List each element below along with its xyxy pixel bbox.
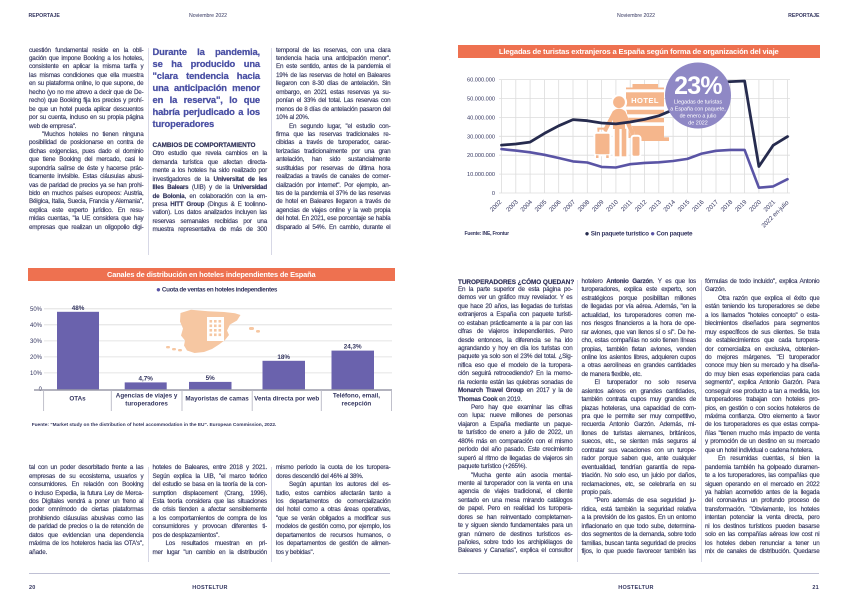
svg-text:Teléfono, email,: Teléfono, email, xyxy=(333,393,380,400)
svg-text:recepción: recepción xyxy=(342,401,372,408)
svg-text:turoperadores: turoperadores xyxy=(125,401,168,408)
svg-text:40.000.000: 40.000.000 xyxy=(467,115,495,121)
svg-text:10%: 10% xyxy=(30,371,43,377)
svg-text:a España con paquete,: a España con paquete, xyxy=(670,107,726,113)
svg-text:de enero a julio: de enero a julio xyxy=(680,113,717,119)
svg-text:OTAs: OTAs xyxy=(69,396,86,403)
svg-text:23%: 23% xyxy=(674,72,722,100)
svg-text:2016: 2016 xyxy=(691,198,706,213)
svg-text:2009: 2009 xyxy=(591,198,606,213)
svg-text:50.000.000: 50.000.000 xyxy=(467,97,495,103)
svg-text:2006: 2006 xyxy=(548,198,563,213)
svg-text:HOTEL: HOTEL xyxy=(631,96,659,105)
svg-text:2005: 2005 xyxy=(534,198,549,213)
svg-text:2014: 2014 xyxy=(662,198,677,213)
svg-text:2019: 2019 xyxy=(734,198,749,213)
svg-text:5%: 5% xyxy=(206,375,216,382)
svg-text:2015: 2015 xyxy=(677,198,692,213)
svg-text:2011: 2011 xyxy=(620,198,635,213)
svg-text:48%: 48% xyxy=(72,305,85,312)
svg-text:10.000.000: 10.000.000 xyxy=(467,172,495,178)
svg-text:60.000.000: 60.000.000 xyxy=(467,78,495,84)
svg-text:4,7%: 4,7% xyxy=(139,375,154,382)
svg-text:Mayoristas de camas: Mayoristas de camas xyxy=(185,396,249,403)
svg-text:2012: 2012 xyxy=(634,198,649,213)
svg-text:30.000.000: 30.000.000 xyxy=(467,134,495,140)
svg-text:Venta directa por web: Venta directa por web xyxy=(254,396,319,403)
svg-text:2020: 2020 xyxy=(748,198,763,213)
svg-text:2003: 2003 xyxy=(505,198,520,213)
svg-text:20%: 20% xyxy=(30,355,43,361)
svg-text:2018: 2018 xyxy=(720,198,735,213)
svg-text:Agencias de viajes y: Agencias de viajes y xyxy=(116,393,178,400)
svg-text:40%: 40% xyxy=(30,323,43,329)
svg-text:de 2022: de 2022 xyxy=(688,120,708,126)
svg-text:18%: 18% xyxy=(277,354,290,361)
svg-text:2017: 2017 xyxy=(705,198,720,213)
svg-text:2013: 2013 xyxy=(648,198,663,213)
svg-text:2004: 2004 xyxy=(519,198,534,213)
svg-text:50%: 50% xyxy=(30,307,43,313)
svg-text:2008: 2008 xyxy=(577,198,592,213)
svg-text:2010: 2010 xyxy=(605,198,620,213)
svg-text:2002: 2002 xyxy=(489,198,504,213)
svg-text:2007: 2007 xyxy=(562,198,577,213)
svg-text:20.000.000: 20.000.000 xyxy=(467,153,495,159)
svg-text:0: 0 xyxy=(492,191,495,197)
svg-text:24,3%: 24,3% xyxy=(344,344,362,351)
svg-text:30%: 30% xyxy=(30,339,43,345)
svg-text:Llegadas de turistas: Llegadas de turistas xyxy=(674,100,723,106)
